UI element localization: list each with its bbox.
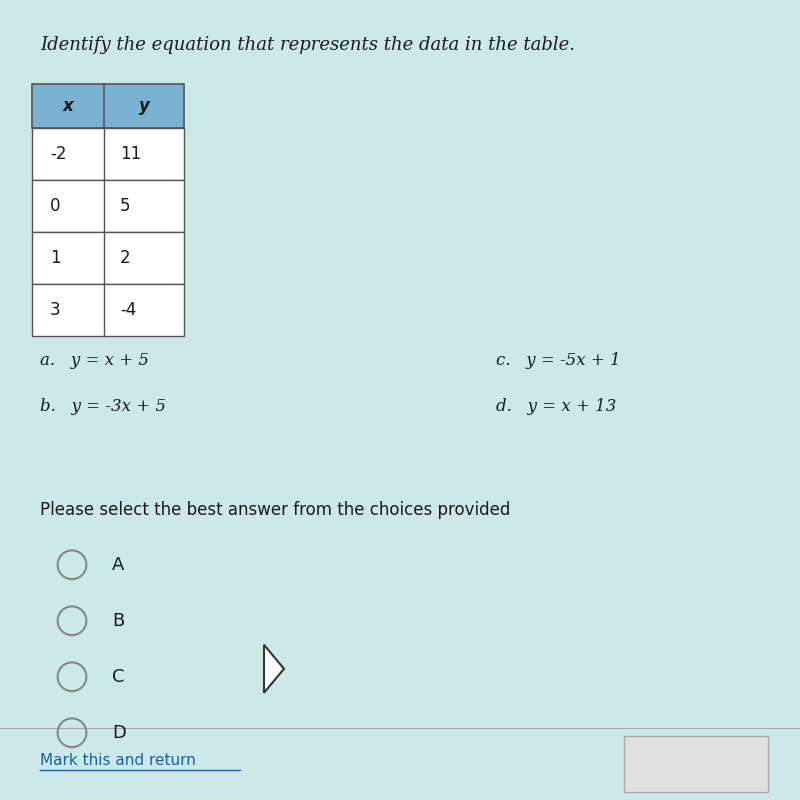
- Text: B: B: [112, 612, 124, 630]
- Text: 2: 2: [120, 249, 130, 267]
- Text: 1: 1: [50, 249, 61, 267]
- Text: b.   y = -3x + 5: b. y = -3x + 5: [40, 398, 166, 415]
- FancyBboxPatch shape: [32, 128, 184, 180]
- Text: y: y: [138, 97, 150, 115]
- FancyBboxPatch shape: [624, 736, 768, 792]
- Text: -4: -4: [120, 301, 136, 319]
- FancyBboxPatch shape: [32, 284, 184, 336]
- Text: x: x: [62, 97, 74, 115]
- Text: A: A: [112, 556, 124, 574]
- FancyBboxPatch shape: [32, 232, 184, 284]
- Text: 0: 0: [50, 197, 61, 215]
- Text: Save a: Save a: [670, 757, 722, 771]
- Text: Please select the best answer from the choices provided: Please select the best answer from the c…: [40, 501, 510, 519]
- Text: Identify the equation that represents the data in the table.: Identify the equation that represents th…: [40, 36, 575, 54]
- Text: 3: 3: [50, 301, 61, 319]
- Text: D: D: [112, 724, 126, 742]
- Polygon shape: [264, 645, 284, 693]
- Text: C: C: [112, 668, 125, 686]
- Text: d.   y = x + 13: d. y = x + 13: [496, 398, 616, 415]
- FancyBboxPatch shape: [32, 180, 184, 232]
- Text: c.   y = -5x + 1: c. y = -5x + 1: [496, 352, 621, 369]
- FancyBboxPatch shape: [32, 84, 184, 128]
- Text: -2: -2: [50, 145, 66, 163]
- Text: 5: 5: [120, 197, 130, 215]
- Text: Mark this and return: Mark this and return: [40, 753, 196, 768]
- Text: 11: 11: [120, 145, 142, 163]
- Text: a.   y = x + 5: a. y = x + 5: [40, 352, 149, 369]
